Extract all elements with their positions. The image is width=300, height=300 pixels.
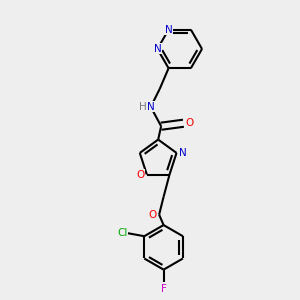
Text: O: O	[136, 169, 144, 179]
Text: N: N	[165, 25, 172, 34]
Text: H: H	[140, 102, 147, 112]
Text: N: N	[154, 44, 161, 54]
Text: O: O	[186, 118, 194, 128]
Text: F: F	[160, 284, 166, 294]
Text: O: O	[148, 210, 157, 220]
Text: N: N	[147, 102, 154, 112]
Text: N: N	[179, 148, 187, 158]
Text: Cl: Cl	[117, 228, 128, 238]
